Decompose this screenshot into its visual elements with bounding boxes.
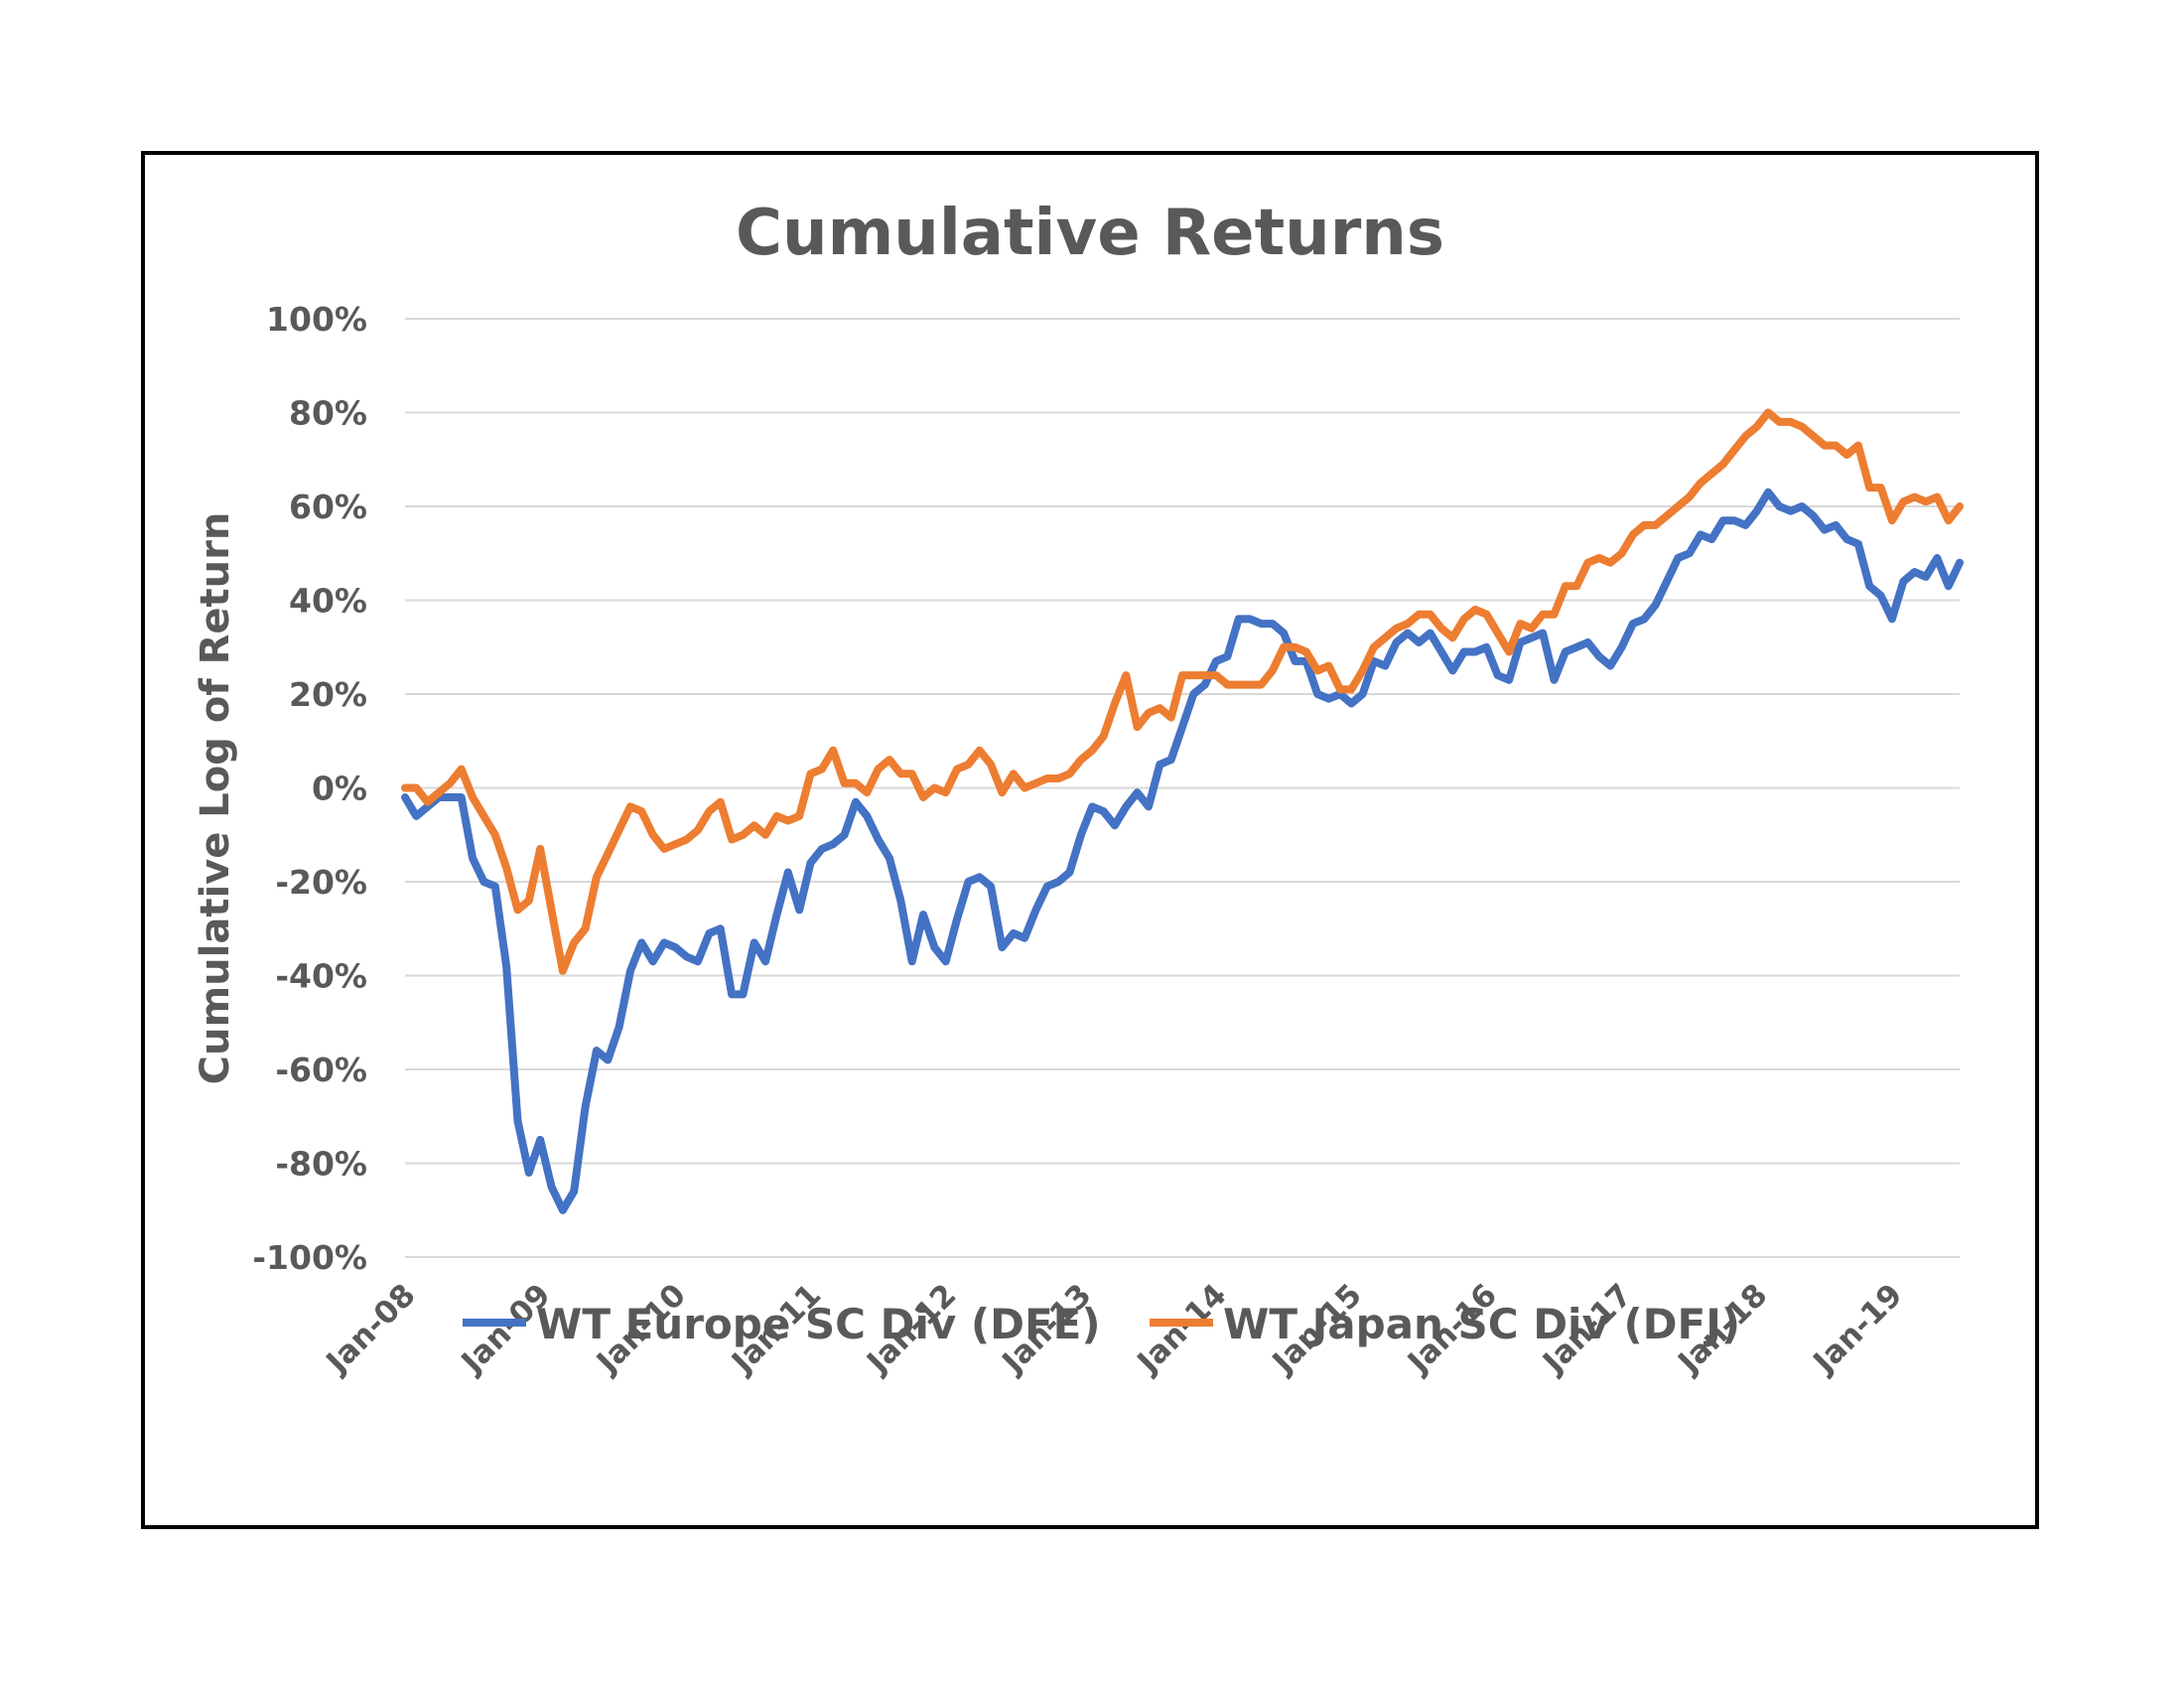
y-axis-label: Cumulative Log of Return xyxy=(193,512,238,1085)
series-line-1 xyxy=(401,488,1964,1214)
legend: WT Europe SC Div (DFE) WT Japan SC Div (D… xyxy=(463,1300,1740,1348)
chart-title: Cumulative Returns xyxy=(736,197,1444,270)
y-tick-label: 20% xyxy=(289,675,367,714)
y-tick-labels: 100% 80% 60% 40% 20% 0% -20% -40% -60% -80% -100% xyxy=(252,300,367,1277)
y-tick-label: 0% xyxy=(312,770,367,808)
line-chart: Cumulative Returns Cumulative Log of Ret… xyxy=(193,197,1964,1381)
x-tick-label: Jan-19 xyxy=(1806,1277,1910,1381)
chart-frame: Cumulative Returns Cumulative Log of Ret… xyxy=(141,151,2039,1529)
y-tick-label: 40% xyxy=(289,582,367,621)
x-tick-label: Jan-08 xyxy=(319,1277,423,1381)
y-tick-label: -100% xyxy=(252,1238,367,1277)
y-tick-label: -40% xyxy=(275,957,367,996)
y-tick-label: 100% xyxy=(266,300,367,339)
y-tick-label: 80% xyxy=(289,394,367,433)
series-line-2 xyxy=(401,408,1964,975)
y-tick-label: -60% xyxy=(275,1051,367,1089)
y-tick-label: -20% xyxy=(275,863,367,902)
legend-label-2: WT Japan SC Div (DFJ) xyxy=(1223,1300,1740,1348)
y-tick-label: 60% xyxy=(289,488,367,526)
gridlines xyxy=(405,318,1960,1258)
x-tick-label: Jan-14 xyxy=(1130,1277,1234,1381)
legend-label-1: WT Europe SC Div (DFE) xyxy=(536,1300,1101,1348)
series-lines xyxy=(401,408,1964,1214)
y-tick-label: -80% xyxy=(275,1145,367,1184)
